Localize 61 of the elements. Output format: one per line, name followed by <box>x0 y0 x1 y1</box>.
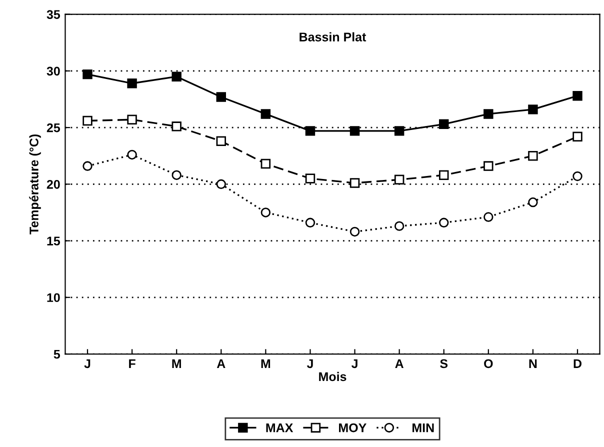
x-tick-label: D <box>574 359 582 368</box>
point <box>172 122 182 132</box>
point <box>572 171 582 182</box>
point <box>572 90 582 101</box>
point <box>127 150 137 160</box>
y-tick-label: 10 <box>47 293 60 302</box>
point <box>439 218 449 228</box>
point <box>350 178 360 188</box>
point <box>484 109 494 119</box>
y-axis-title: Température (°C) <box>29 134 41 234</box>
point <box>484 212 494 222</box>
point <box>82 161 92 171</box>
point <box>394 126 404 136</box>
y-tick-label: 25 <box>46 123 60 132</box>
point <box>394 221 404 231</box>
point <box>82 69 92 80</box>
x-axis-title: Mois <box>319 372 346 382</box>
legend-label: MOY <box>339 423 366 432</box>
y-tick-label: 30 <box>46 66 60 76</box>
point <box>172 72 182 82</box>
legend-label: MAX <box>266 423 294 432</box>
x-tick-label: O <box>484 359 493 368</box>
point <box>127 114 137 124</box>
point <box>216 92 226 102</box>
point <box>172 170 182 180</box>
point <box>572 132 582 142</box>
point <box>394 174 404 184</box>
y-tick-label: 5 <box>54 350 60 359</box>
point <box>528 150 538 161</box>
point <box>305 126 316 136</box>
text: Bassin Plat <box>300 32 366 42</box>
point <box>82 116 92 126</box>
x-tick-label: M <box>261 359 270 368</box>
point <box>216 179 226 190</box>
point <box>484 161 494 171</box>
y-tick-label: 20 <box>46 180 60 189</box>
point <box>305 218 316 228</box>
y-tick-label: 15 <box>47 236 60 246</box>
point <box>528 197 538 208</box>
point <box>127 78 137 88</box>
x-tick-label: M <box>172 359 181 368</box>
x-tick-label: J <box>351 359 358 368</box>
x-tick-label: A <box>216 359 226 368</box>
x-tick-label: F <box>129 359 136 368</box>
y-tick-label: 35 <box>46 10 60 19</box>
point <box>260 208 271 218</box>
point <box>528 104 538 114</box>
point <box>350 126 360 136</box>
point <box>260 109 271 119</box>
point <box>350 226 360 237</box>
legend-label: MIN <box>412 423 434 432</box>
point <box>216 136 226 146</box>
point <box>439 119 449 130</box>
point <box>305 174 316 184</box>
x-tick-label: J <box>84 359 90 368</box>
x-tick-label: J <box>306 359 313 368</box>
x-tick-label: A <box>395 359 404 368</box>
point <box>439 170 449 180</box>
point <box>260 158 271 169</box>
x-tick-label: S <box>440 359 448 368</box>
x-tick-label: N <box>529 359 537 368</box>
